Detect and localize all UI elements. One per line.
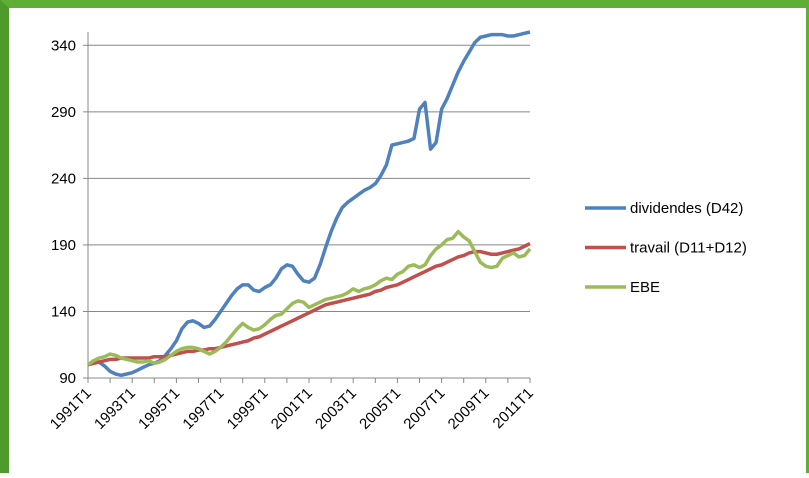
y-tick-label: 240 (51, 170, 76, 187)
x-tick-label: 1991T1 (47, 385, 95, 433)
y-tick-label: 290 (51, 104, 76, 121)
y-tick-label: 340 (51, 37, 76, 54)
x-tick-label: 2011T1 (490, 385, 537, 432)
chart: 90 140 190 240 290 340 1991T11993T11995T11997T… (47, 30, 747, 433)
x-tick-label: 2001T1 (268, 385, 316, 433)
series-line (87, 30, 531, 378)
x-tick-label: 2005T1 (356, 385, 404, 433)
x-tick-label: 1993T1 (91, 385, 139, 433)
x-tick-label: 2009T1 (445, 385, 493, 433)
legend-label: dividendes (D42) (630, 200, 743, 217)
legend-label: EBE (630, 279, 660, 296)
series-line (87, 242, 531, 367)
x-tick-label: 2003T1 (312, 385, 360, 433)
legend-label: travail (D11+D12) (630, 240, 747, 257)
series-line (86, 229, 532, 367)
x-tick-label: 1999T1 (224, 385, 272, 433)
y-tick-label: 190 (51, 237, 76, 254)
x-tick-label: 1997T1 (179, 385, 227, 433)
y-tick-label: 140 (51, 303, 76, 320)
x-tick-label: 2007T1 (400, 385, 448, 433)
y-tick-label: 90 (59, 370, 76, 387)
x-tick-label: 1995T1 (135, 385, 183, 433)
